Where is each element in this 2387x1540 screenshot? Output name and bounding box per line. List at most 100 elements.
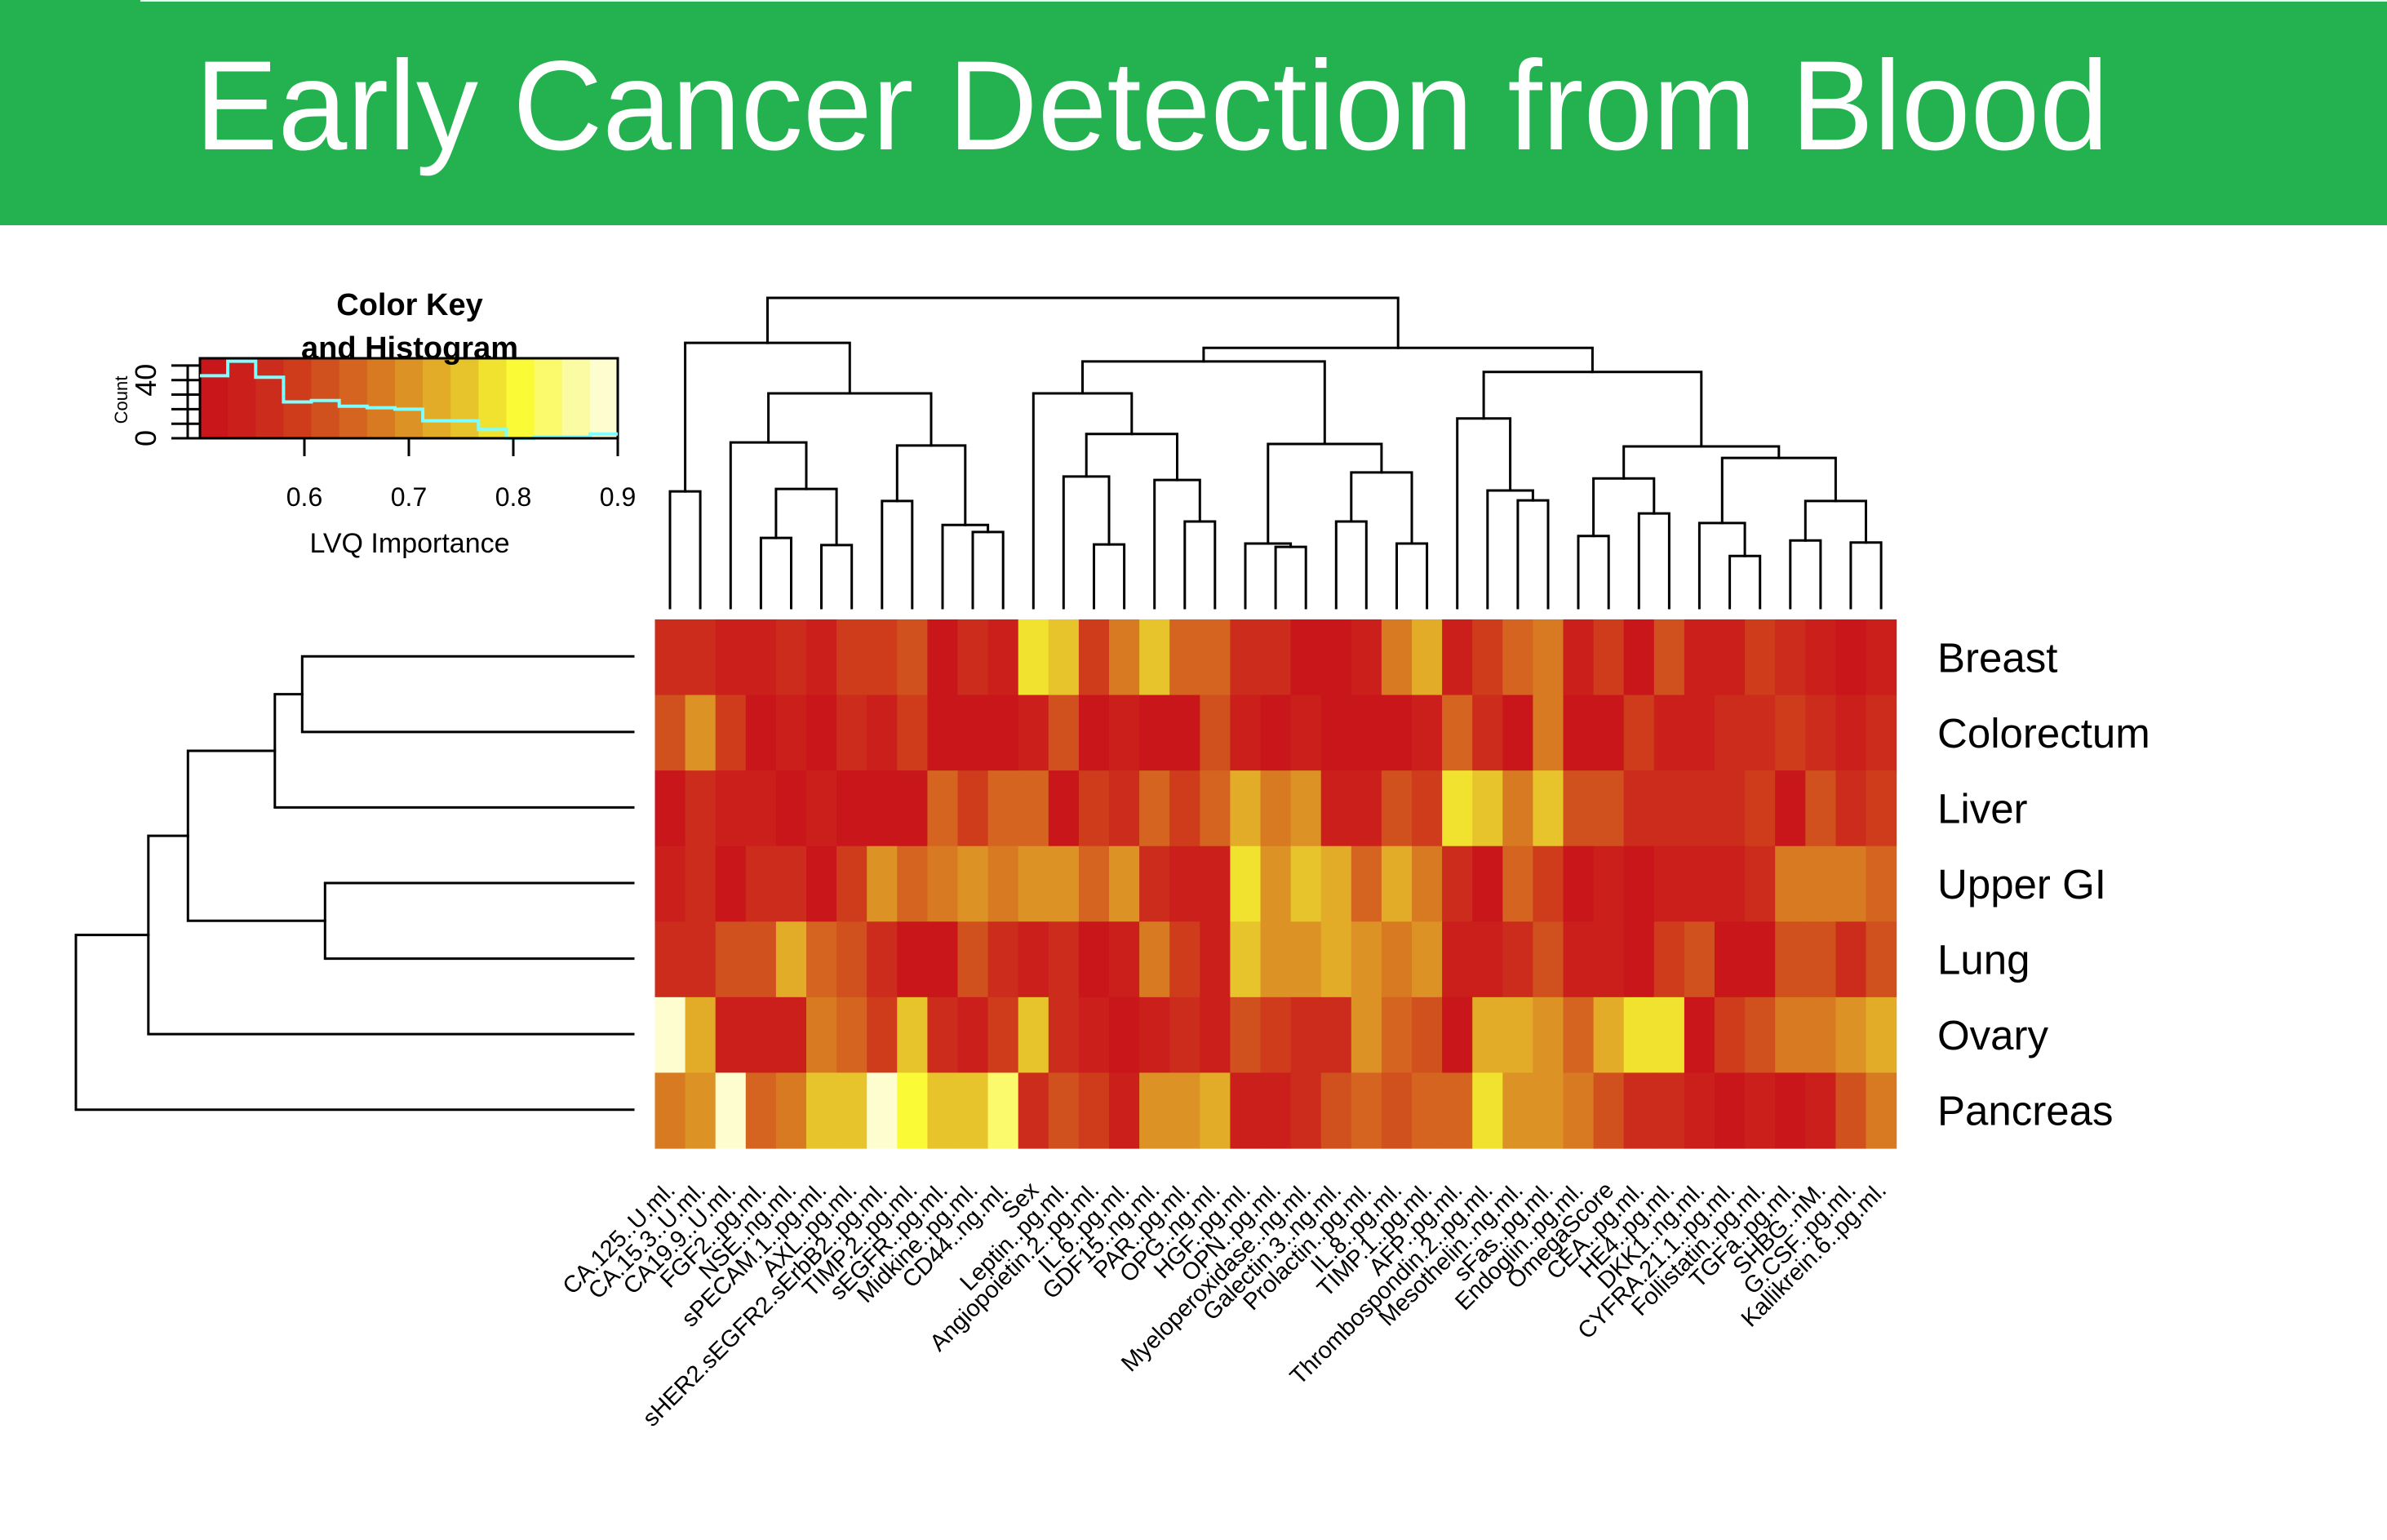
heatmap-cell (715, 1072, 747, 1149)
color-key-title-line1: Color Key (336, 288, 482, 322)
heatmap-cell (715, 770, 747, 847)
heatmap-cell (1200, 695, 1231, 771)
heatmap-cell (806, 996, 837, 1074)
heatmap-cell (1381, 619, 1413, 696)
heatmap-cell (1563, 619, 1595, 696)
heatmap-cell (1805, 770, 1836, 847)
column-dendrogram-branch (766, 296, 1400, 349)
heatmap-cell (1109, 619, 1140, 696)
heatmap-cell (1442, 619, 1473, 696)
heatmap-cell (1230, 921, 1262, 998)
banner-top-edge (140, 0, 2387, 2)
heatmap-cell (867, 996, 898, 1074)
heatmap-cell (715, 921, 747, 998)
color-key-x-tick-label: 0.6 (286, 482, 322, 512)
color-key-bin (283, 358, 312, 438)
heatmap-cell (1533, 695, 1564, 771)
heatmap-cell (1381, 845, 1413, 922)
column-dendrogram-branch (941, 523, 990, 610)
heatmap-cell (1653, 845, 1685, 922)
heatmap-cell (1018, 1072, 1049, 1149)
column-dendrogram-branch (820, 544, 854, 610)
heatmap-cell (1320, 619, 1352, 696)
heatmap-cell (1442, 996, 1473, 1074)
heatmap-cell (806, 921, 837, 998)
heatmap-cell (1260, 921, 1292, 998)
heatmap-cell (1623, 996, 1655, 1074)
heatmap-cell (1745, 845, 1776, 922)
heatmap-cell (1351, 921, 1382, 998)
heatmap-cell (1835, 1072, 1867, 1149)
heatmap-cell (1320, 845, 1352, 922)
heatmap-cell (1200, 1072, 1231, 1149)
heatmap-cell (1230, 996, 1262, 1074)
color-key-y-tick-label: 0 (129, 430, 162, 446)
heatmap-cell (1320, 1072, 1352, 1149)
heatmap-cell (1078, 845, 1110, 922)
heatmap-cell (1139, 921, 1170, 998)
heatmap-cell (775, 921, 807, 998)
heatmap-cell (1078, 695, 1110, 771)
row-label: Breast (1937, 634, 2057, 681)
heatmap-cell (1048, 996, 1080, 1074)
heatmap-cell (775, 1072, 807, 1149)
heatmap-cell (1533, 996, 1564, 1074)
row-label: Liver (1937, 785, 2028, 832)
heatmap-cell (867, 845, 898, 922)
heatmap-cell (715, 996, 747, 1074)
column-labels: CA.125..U.ml.CA.15.3..U.ml.CA19.9..U.ml.… (558, 1177, 1892, 1431)
heatmap-cell (806, 845, 837, 922)
column-dendrogram-branch (1577, 535, 1610, 610)
heatmap-cell (1078, 770, 1110, 847)
heatmap-cell (1533, 770, 1564, 847)
heatmap-cell (836, 619, 867, 696)
heatmap-cell (1472, 845, 1503, 922)
row-dendrogram-branch (323, 881, 635, 961)
heatmap-cell (1109, 1072, 1140, 1149)
color-key-bin (339, 358, 368, 438)
heatmap-cell (1533, 1072, 1564, 1149)
heatmap-cell (897, 845, 928, 922)
color-key-ylabel: Count (111, 376, 131, 424)
heatmap-cell (745, 695, 777, 771)
column-dendrogram-branch (881, 499, 914, 610)
heatmap-cell (1745, 695, 1776, 771)
heatmap-cell (1109, 921, 1140, 998)
heatmap-cell (897, 996, 928, 1074)
column-dendrogram-branch (668, 490, 702, 610)
heatmap-cell (1623, 695, 1655, 771)
heatmap-cell (1745, 1072, 1776, 1149)
heatmap-cell (1593, 770, 1625, 847)
heatmap-cell (1351, 996, 1382, 1074)
heatmap-cell (1563, 770, 1595, 847)
heatmap-cell (1866, 619, 1897, 696)
heatmap-cell (1715, 770, 1746, 847)
heatmap-cell (1048, 1072, 1080, 1149)
heatmap-cell (1805, 619, 1836, 696)
heatmap-cell (1866, 845, 1897, 922)
heatmap-cell (1653, 1072, 1685, 1149)
heatmap-cell (1412, 1072, 1443, 1149)
heatmap-cell (1623, 845, 1655, 922)
heatmap-cell (957, 845, 989, 922)
color-key-bin (534, 358, 563, 438)
heatmap-cell (1502, 996, 1533, 1074)
heatmap-cell (1290, 1072, 1322, 1149)
heatmap-cell (1502, 1072, 1533, 1149)
heatmap-cell (775, 770, 807, 847)
heatmap-cell (1623, 619, 1655, 696)
heatmap-cell (654, 1072, 686, 1149)
heatmap-cell (1109, 770, 1140, 847)
heatmap-cell (1775, 996, 1806, 1074)
heatmap-cell (1381, 770, 1413, 847)
column-dendrogram-branch (1093, 543, 1126, 610)
column-dendrogram-branch (971, 530, 1005, 610)
heatmap-cell (1623, 921, 1655, 998)
heatmap-cell (1715, 845, 1746, 922)
heatmap-cell (867, 1072, 898, 1149)
heatmap-cell (927, 996, 959, 1074)
heatmap-cell (1472, 695, 1503, 771)
heatmap-cell (715, 619, 747, 696)
column-dendrogram-branch (1062, 475, 1111, 610)
